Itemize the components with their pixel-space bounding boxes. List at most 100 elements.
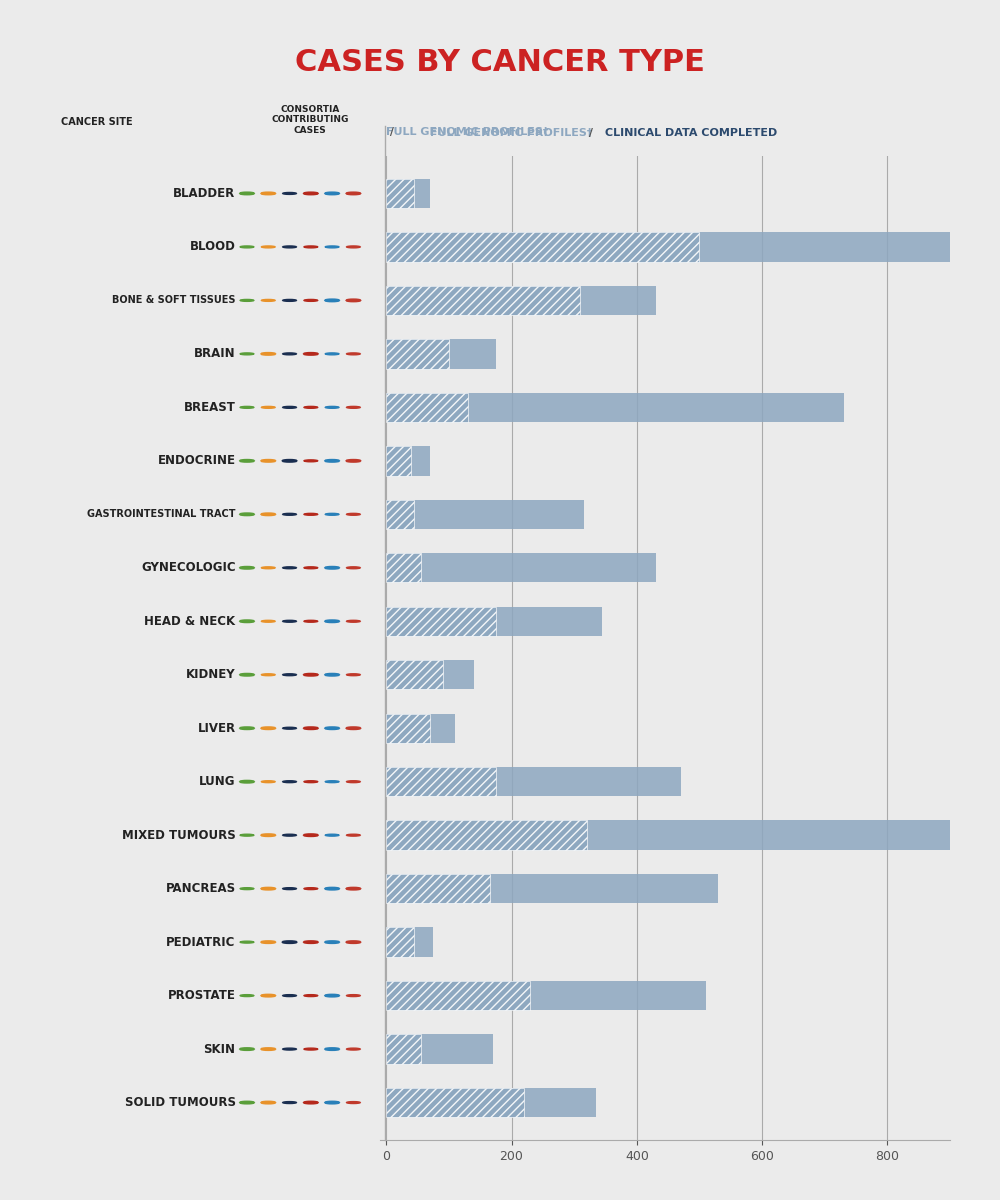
Circle shape [347, 834, 360, 836]
Bar [386, 499, 584, 529]
Bar [386, 980, 530, 1010]
Circle shape [347, 566, 360, 569]
Circle shape [325, 407, 339, 408]
Circle shape [347, 620, 360, 623]
Circle shape [325, 514, 339, 515]
Text: CANCER SITE: CANCER SITE [61, 116, 133, 126]
Circle shape [240, 407, 254, 408]
Circle shape [325, 246, 339, 248]
Bar [386, 767, 496, 797]
Bar [386, 660, 474, 690]
Circle shape [283, 407, 296, 408]
Bar [386, 1088, 596, 1117]
Text: FULL GENOMIC PROFILES†: FULL GENOMIC PROFILES† [386, 127, 549, 137]
Circle shape [325, 353, 339, 355]
Circle shape [347, 1048, 360, 1050]
Circle shape [261, 781, 275, 782]
Circle shape [283, 353, 296, 355]
Text: LUNG: LUNG [199, 775, 236, 788]
Text: FULL GENOMIC PROFILES†: FULL GENOMIC PROFILES† [430, 128, 592, 138]
Circle shape [283, 192, 296, 194]
Bar [386, 392, 844, 422]
Text: HEAD & NECK: HEAD & NECK [144, 614, 236, 628]
Circle shape [347, 246, 360, 248]
Circle shape [347, 407, 360, 408]
Circle shape [240, 995, 254, 996]
Circle shape [283, 300, 296, 301]
Circle shape [304, 407, 318, 408]
Circle shape [304, 300, 318, 301]
Circle shape [283, 514, 296, 515]
Circle shape [283, 1102, 296, 1104]
Text: ENDOCRINE: ENDOCRINE [158, 455, 236, 467]
Bar [386, 874, 718, 904]
Text: LIVER: LIVER [197, 721, 236, 734]
Circle shape [347, 995, 360, 996]
Bar [386, 392, 468, 422]
Bar [386, 233, 1000, 262]
Text: GASTROINTESTINAL TRACT: GASTROINTESTINAL TRACT [87, 509, 236, 520]
Bar [386, 233, 699, 262]
Circle shape [240, 941, 254, 943]
Circle shape [347, 781, 360, 782]
Bar [386, 660, 443, 690]
Text: BLADDER: BLADDER [173, 187, 236, 200]
Circle shape [304, 246, 318, 248]
Bar [386, 928, 433, 956]
Circle shape [347, 514, 360, 515]
Circle shape [283, 566, 296, 569]
Circle shape [283, 246, 296, 248]
Circle shape [347, 673, 360, 676]
Text: /: / [585, 128, 597, 138]
Bar [386, 179, 414, 208]
Circle shape [261, 620, 275, 623]
Circle shape [304, 566, 318, 569]
Circle shape [283, 1048, 296, 1050]
Circle shape [304, 781, 318, 782]
Bar [386, 767, 681, 797]
Bar [386, 340, 449, 368]
Text: BONE & SOFT TISSUES: BONE & SOFT TISSUES [112, 295, 236, 305]
Circle shape [240, 834, 254, 836]
Circle shape [304, 995, 318, 996]
Bar [386, 928, 414, 956]
Text: /: / [386, 127, 398, 137]
Circle shape [283, 620, 296, 623]
Text: GYNECOLOGIC: GYNECOLOGIC [141, 562, 236, 575]
Circle shape [283, 995, 296, 996]
Circle shape [261, 566, 275, 569]
Circle shape [283, 673, 296, 676]
Circle shape [283, 781, 296, 782]
Circle shape [283, 834, 296, 836]
Bar [386, 179, 430, 208]
Bar [386, 1034, 493, 1063]
Text: CONSORTIA
CONTRIBUTING
CASES: CONSORTIA CONTRIBUTING CASES [271, 104, 348, 134]
Bar [386, 821, 1000, 850]
Bar [386, 553, 421, 582]
Circle shape [261, 300, 275, 301]
Bar [386, 714, 430, 743]
Circle shape [240, 353, 254, 355]
Text: BREAST: BREAST [184, 401, 236, 414]
Circle shape [304, 1048, 318, 1050]
Text: PANCREAS: PANCREAS [165, 882, 236, 895]
Bar [386, 874, 490, 904]
Circle shape [304, 460, 318, 462]
Circle shape [240, 300, 254, 301]
Circle shape [283, 888, 296, 889]
Circle shape [261, 246, 275, 248]
Circle shape [240, 246, 254, 248]
Bar [386, 1088, 524, 1117]
Text: KIDNEY: KIDNEY [186, 668, 236, 682]
Text: SKIN: SKIN [204, 1043, 236, 1056]
Bar [386, 821, 587, 850]
Bar [386, 446, 430, 475]
Text: MIXED TUMOURS: MIXED TUMOURS [122, 829, 236, 841]
Circle shape [240, 888, 254, 889]
Bar [386, 553, 656, 582]
Text: BLOOD: BLOOD [190, 240, 236, 253]
Bar [386, 606, 496, 636]
Bar [386, 446, 411, 475]
Text: PEDIATRIC: PEDIATRIC [166, 936, 236, 949]
Circle shape [347, 353, 360, 355]
